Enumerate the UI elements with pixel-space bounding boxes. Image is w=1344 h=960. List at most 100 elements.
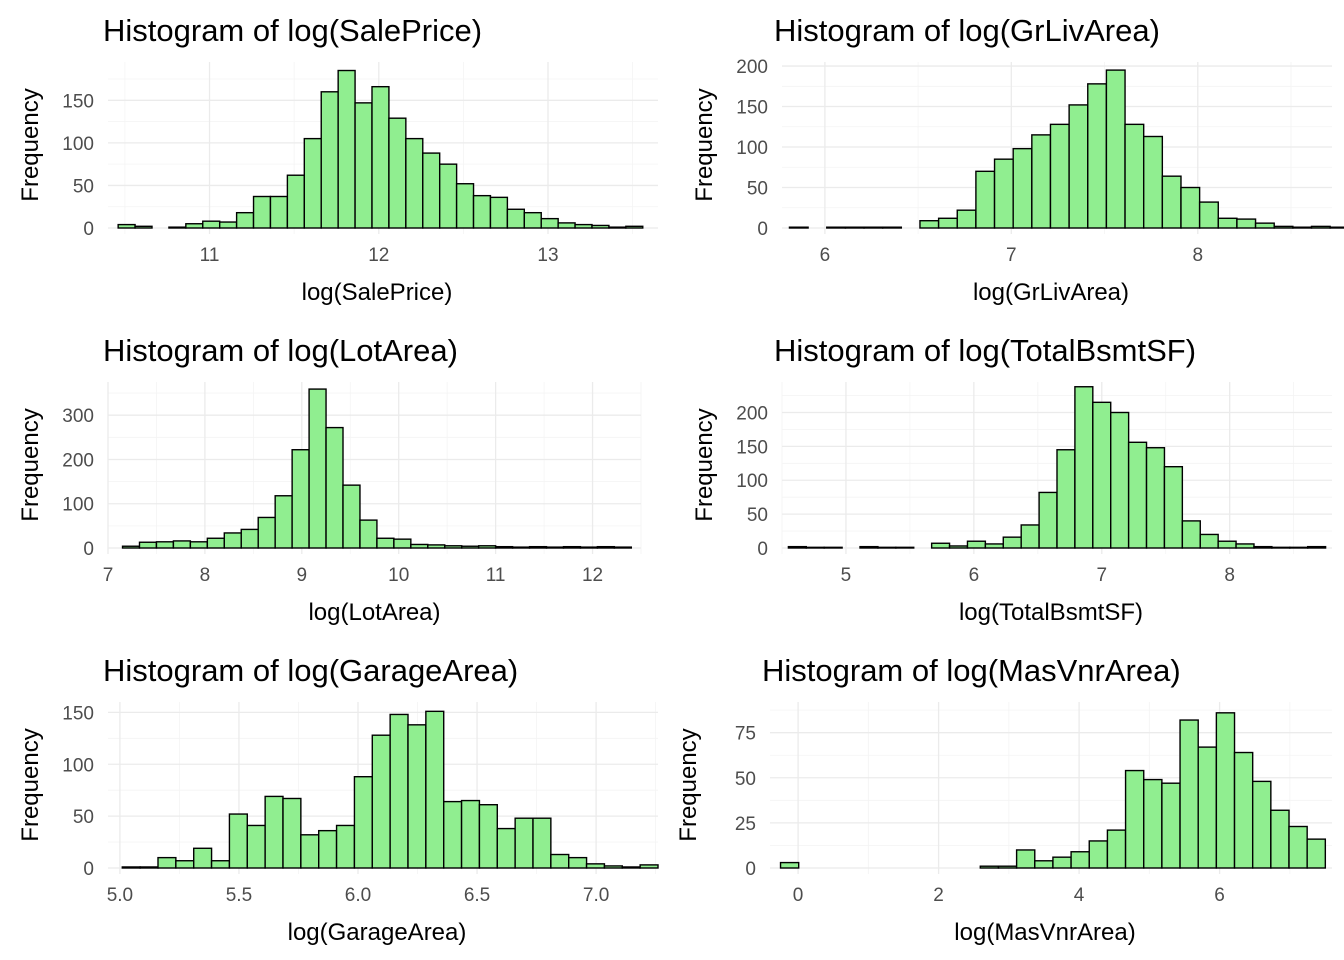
histogram-bar: [193, 847, 213, 869]
histogram-bar: [1289, 546, 1309, 549]
histogram-bar: [410, 543, 429, 549]
y-axis-label: Frequency: [17, 408, 44, 521]
histogram-bar: [1273, 225, 1294, 229]
histogram-bar: [1181, 520, 1201, 549]
histogram-bar: [1197, 746, 1218, 869]
x-tick-label: 9: [297, 565, 308, 586]
histogram-bar: [979, 865, 1000, 869]
histogram-bar: [603, 865, 623, 869]
histogram-bar: [308, 388, 327, 549]
x-tick-label: 6.0: [345, 885, 371, 906]
histogram-bar: [286, 174, 306, 229]
histogram-bar: [1251, 780, 1272, 869]
y-tick-label: 200: [736, 57, 768, 78]
histogram-bar: [444, 545, 463, 549]
histogram-bar: [532, 817, 552, 869]
x-tick-label: 0: [793, 885, 804, 906]
x-axis-label: log(GarageArea): [288, 919, 467, 946]
x-tick-label: 6.5: [464, 885, 490, 906]
histogram-bar: [523, 211, 542, 229]
histogram-bar: [246, 824, 266, 869]
chart-title: Histogram of log(TotalBsmtSF): [774, 333, 1196, 368]
x-tick-label: 6: [1214, 885, 1225, 906]
histogram-bar: [557, 222, 576, 229]
y-tick-label: 150: [62, 91, 94, 112]
histogram-bar: [1105, 69, 1126, 229]
histogram-bar: [354, 102, 373, 229]
histogram-bar: [1271, 546, 1291, 549]
histogram-bar: [1031, 134, 1052, 229]
x-axis-label: log(LotArea): [308, 599, 440, 626]
y-axis-label: Frequency: [691, 88, 718, 201]
x-axis-label: log(TotalBsmtSF): [959, 599, 1143, 626]
x-tick-label: 8: [200, 565, 211, 586]
histogram-bar: [325, 426, 344, 549]
histogram-panel: 7 8 9 10 11 12 0 100 200 300 Histogram of log(LotA…: [17, 333, 642, 626]
x-tick-label: 7: [1006, 245, 1017, 266]
histogram-bar: [494, 545, 514, 549]
histogram-bar: [1127, 441, 1148, 549]
histogram-bar: [1180, 186, 1201, 229]
histogram-bar: [155, 541, 175, 549]
x-tick-label: 13: [537, 245, 558, 266]
histogram-bar: [1092, 401, 1112, 549]
histogram-bar: [460, 799, 481, 869]
histogram-panel: 11 12 13 0 50 100 150 Histogram of log(SalePric…: [17, 13, 658, 306]
histogram-bar: [881, 226, 903, 229]
histogram-bar: [1198, 201, 1219, 229]
histogram-bar: [407, 724, 427, 869]
histogram-bar: [371, 734, 391, 869]
x-tick-label: 7: [103, 565, 114, 586]
y-tick-label: 50: [73, 176, 94, 197]
histogram-bar: [863, 226, 884, 229]
y-tick-label: 150: [62, 703, 94, 724]
x-tick-label: 2: [933, 885, 944, 906]
histogram-bar: [788, 226, 809, 229]
y-axis-label: Frequency: [675, 728, 702, 841]
chart-title: Histogram of log(MasVnrArea): [762, 653, 1181, 688]
histogram-bar: [1163, 465, 1184, 549]
histogram-bar: [1106, 829, 1127, 869]
y-tick-label: 0: [757, 219, 768, 240]
histogram-bar: [1254, 222, 1275, 229]
histogram-bar: [823, 546, 843, 549]
histogram-bar: [1142, 135, 1164, 229]
histogram-bar: [496, 827, 516, 869]
histogram-bar: [472, 194, 492, 229]
histogram-bar: [966, 540, 987, 549]
histogram-bar: [157, 856, 177, 869]
x-tick-label: 6: [969, 565, 980, 586]
histogram-bar: [1049, 123, 1070, 229]
histogram-bar: [422, 152, 441, 229]
histogram-bar: [993, 158, 1014, 229]
y-tick-label: 50: [73, 807, 94, 828]
x-tick-label: 8: [1192, 245, 1203, 266]
y-axis-label: Frequency: [17, 728, 44, 841]
y-tick-label: 0: [83, 859, 94, 880]
y-tick-label: 200: [736, 403, 768, 424]
histogram-bar: [919, 220, 940, 229]
x-tick-label: 5.0: [107, 885, 133, 906]
histogram-bar: [121, 866, 141, 869]
y-tick-label: 50: [747, 505, 768, 526]
histogram-bar: [545, 546, 565, 549]
histogram-bar: [393, 538, 412, 549]
histogram-bar: [477, 545, 497, 549]
x-axis-label: log(MasVnrArea): [954, 919, 1135, 946]
histogram-bar: [320, 91, 339, 229]
histogram-bar: [235, 211, 255, 229]
histogram-bar: [291, 449, 310, 549]
histogram-bar: [489, 196, 509, 229]
histogram-bar: [639, 864, 659, 869]
y-tick-label: 100: [62, 134, 94, 155]
y-tick-label: 50: [747, 179, 768, 200]
histogram-bar: [1161, 782, 1181, 869]
histogram-bar: [1110, 411, 1130, 549]
histogram-bar: [443, 800, 463, 869]
x-tick-label: 12: [582, 565, 603, 586]
x-tick-label: 5.5: [226, 885, 252, 906]
histogram-bar: [1052, 856, 1072, 869]
histogram-bar: [930, 542, 951, 549]
histogram-bar: [1034, 860, 1054, 869]
